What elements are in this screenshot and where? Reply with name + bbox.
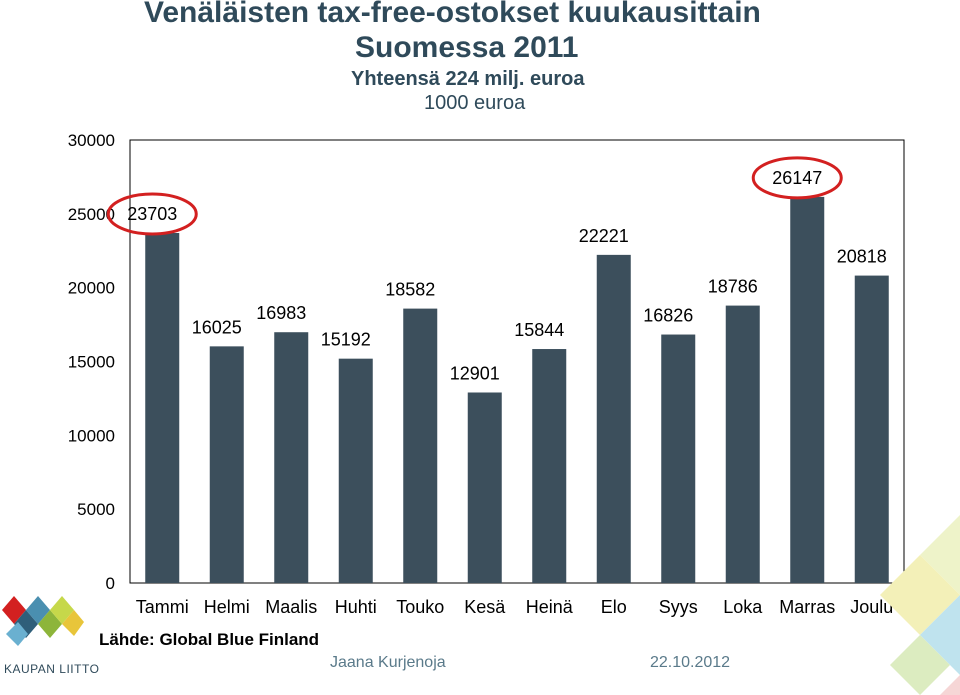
y-tick-label: 0 bbox=[106, 574, 115, 593]
x-tick-label: Helmi bbox=[204, 597, 250, 617]
source-note: Lähde: Global Blue Finland bbox=[99, 630, 320, 649]
x-tick-label: Huhti bbox=[335, 597, 377, 617]
x-tick-label: Touko bbox=[396, 597, 444, 617]
y-tick-label: 15000 bbox=[68, 353, 115, 372]
data-label: 15844 bbox=[514, 320, 564, 340]
highlight-circle bbox=[106, 192, 198, 236]
data-label: 16826 bbox=[643, 306, 693, 326]
x-tick-label: Marras bbox=[779, 597, 835, 617]
data-label: 18786 bbox=[708, 277, 758, 297]
data-label: 20818 bbox=[837, 247, 887, 267]
logo-text: KAUPAN LIITTO bbox=[4, 662, 100, 676]
highlight-circle bbox=[751, 156, 843, 200]
x-tick-label: Elo bbox=[601, 597, 627, 617]
bar bbox=[467, 392, 502, 583]
bar bbox=[403, 308, 438, 583]
corner-decoration-icon bbox=[880, 515, 960, 695]
bar bbox=[725, 305, 760, 583]
bar bbox=[661, 334, 696, 583]
bar bbox=[338, 358, 373, 583]
y-tick-label: 25000 bbox=[68, 205, 115, 224]
bar bbox=[145, 232, 180, 583]
x-tick-label: Heinä bbox=[526, 597, 574, 617]
x-tick-label: Syys bbox=[659, 597, 698, 617]
bar-chart: 0 5000 10000 15000 20000 25000 30000 23703 Tammi… bbox=[68, 131, 905, 617]
footer-date: 22.10.2012 bbox=[650, 654, 731, 671]
chart-subtitle: Yhteensä 224 milj. euroa bbox=[351, 68, 585, 90]
data-label: 12901 bbox=[450, 363, 500, 383]
bar bbox=[596, 254, 631, 583]
data-label: 22221 bbox=[579, 226, 629, 246]
data-label: 15192 bbox=[321, 330, 371, 350]
x-tick-label: Joulu bbox=[850, 597, 893, 617]
bar bbox=[274, 332, 309, 583]
data-label: 26147 bbox=[772, 168, 822, 188]
y-tick-label: 10000 bbox=[68, 426, 115, 445]
chart-unit-label: 1000 euroa bbox=[424, 92, 526, 114]
author-name: Jaana Kurjenoja bbox=[330, 654, 446, 671]
y-tick-label: 5000 bbox=[77, 500, 115, 519]
bar bbox=[209, 346, 244, 583]
bar bbox=[854, 275, 889, 583]
y-tick-label: 30000 bbox=[68, 131, 115, 150]
data-label: 23703 bbox=[127, 204, 177, 224]
data-label: 16025 bbox=[192, 317, 242, 337]
kaupan-liitto-logo-icon bbox=[2, 596, 84, 646]
chart-title-line1: Venäläisten tax-free-ostokset kuukausitt… bbox=[144, 0, 761, 29]
x-tick-label: Kesä bbox=[464, 597, 506, 617]
x-tick-label: Tammi bbox=[136, 597, 189, 617]
data-label: 18582 bbox=[385, 280, 435, 300]
bar bbox=[790, 196, 825, 583]
bar bbox=[532, 349, 567, 583]
x-tick-label: Loka bbox=[723, 597, 763, 617]
x-tick-label: Maalis bbox=[265, 597, 317, 617]
data-label: 16983 bbox=[256, 303, 306, 323]
chart-title-line2: Suomessa 2011 bbox=[355, 31, 579, 64]
y-tick-label: 20000 bbox=[68, 279, 115, 298]
plot-frame bbox=[129, 139, 905, 584]
